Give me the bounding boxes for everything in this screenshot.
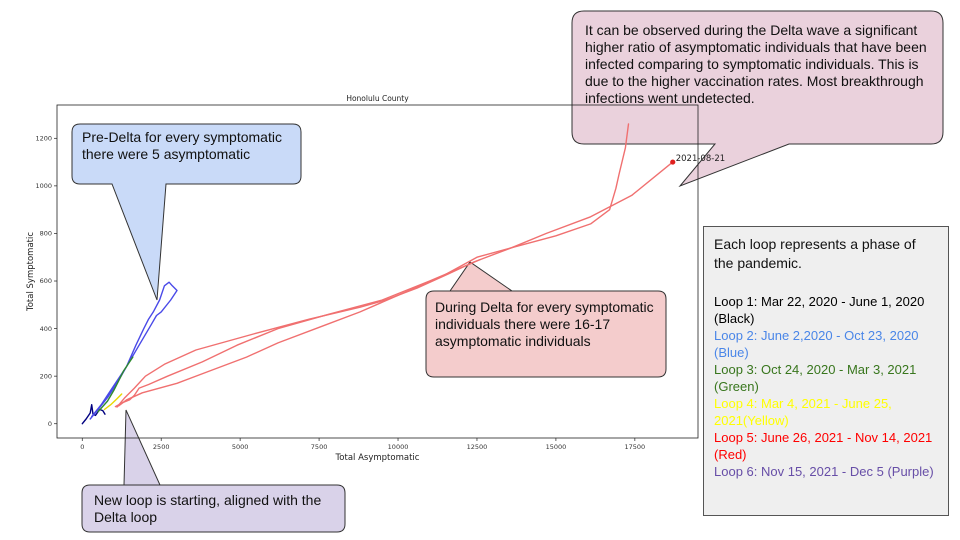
legend-entry: Loop 4: Mar 4, 2021 - June 25, 2021(Yell… xyxy=(714,396,892,428)
series-line-2 xyxy=(89,281,178,420)
legend-entry: Loop 5: June 26, 2021 - Nov 14, 2021 (Re… xyxy=(714,430,933,462)
legend-entry: Loop 2: June 2,2020 - Oct 23, 2020 (Blue… xyxy=(714,328,919,360)
plot-frame xyxy=(56,104,699,439)
series-line-5 xyxy=(116,161,674,408)
x-tick-label: 10000 xyxy=(388,443,409,451)
x-tick-label: 15000 xyxy=(546,443,567,451)
marker-point xyxy=(670,159,676,165)
chart-title: Honolulu County xyxy=(346,94,409,103)
x-axis-label: Total Asymptomatic xyxy=(335,453,420,463)
callout-shapes xyxy=(71,10,944,533)
y-tick-label: 0 xyxy=(48,420,52,428)
marker-label: 2021-08-21 xyxy=(676,154,725,164)
x-tick-label: 7500 xyxy=(311,443,328,451)
callout-delta-wave-text: It can be observed during the Delta wave… xyxy=(585,22,927,106)
y-axis-label: Total Symptomatic xyxy=(26,232,36,312)
legend-entry: Loop 1: Mar 22, 2020 - June 1, 2020 (Bla… xyxy=(714,294,925,326)
callout-new-loop-shape xyxy=(81,409,346,533)
series-line-6 xyxy=(117,123,630,407)
series-line-7 xyxy=(114,258,481,408)
series-line-3 xyxy=(97,356,134,413)
loop-legend: Each loop represents a phase of the pand… xyxy=(703,226,949,516)
legend-entry: Loop 6: Nov 15, 2021 - Dec 5 (Purple) xyxy=(714,464,934,479)
y-tick-label: 1000 xyxy=(35,182,52,190)
callout-new-loop-text: New loop is starting, aligned with the D… xyxy=(94,492,322,525)
y-tick-label: 600 xyxy=(40,277,52,285)
callout-pre-delta-text: Pre-Delta for every symptomatic there we… xyxy=(82,129,282,162)
y-tick-label: 200 xyxy=(40,372,52,380)
y-tick-label: 800 xyxy=(40,230,52,238)
series-line-4 xyxy=(103,393,123,411)
legend-entry: Loop 3: Oct 24, 2020 - Mar 3, 2021 (Gree… xyxy=(714,362,917,394)
legend-intro: Each loop represents a phase of the pand… xyxy=(714,236,916,271)
callout-during-delta-text: During Delta for every symptomatic indiv… xyxy=(435,299,654,349)
x-tick-label: 12500 xyxy=(467,443,488,451)
y-tick-label: 1200 xyxy=(35,135,52,143)
x-tick-label: 2500 xyxy=(153,443,170,451)
y-tick-label: 400 xyxy=(40,325,52,333)
legend-entries: Loop 1: Mar 22, 2020 - June 1, 2020 (Bla… xyxy=(714,293,938,480)
x-tick-label: 17500 xyxy=(625,443,646,451)
x-tick-label: 5000 xyxy=(232,443,249,451)
callout-during-delta-shape xyxy=(425,261,667,378)
callout-delta-wave-shape xyxy=(571,10,944,188)
x-tick-label: 0 xyxy=(80,443,84,451)
callout-pre-delta-shape xyxy=(71,123,302,301)
